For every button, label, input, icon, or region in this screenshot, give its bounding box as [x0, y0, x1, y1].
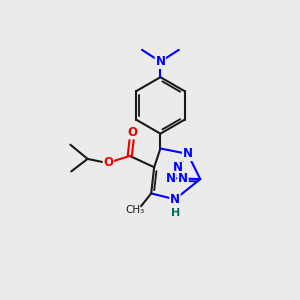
Text: O: O — [103, 156, 113, 169]
Text: O: O — [127, 126, 137, 139]
Text: N: N — [173, 161, 183, 174]
Text: N: N — [178, 172, 188, 185]
Text: N: N — [183, 147, 193, 161]
Text: N: N — [166, 172, 176, 184]
Text: CH₃: CH₃ — [125, 205, 145, 215]
Text: H: H — [171, 208, 180, 218]
Text: N: N — [170, 193, 180, 206]
Text: N: N — [155, 55, 165, 68]
